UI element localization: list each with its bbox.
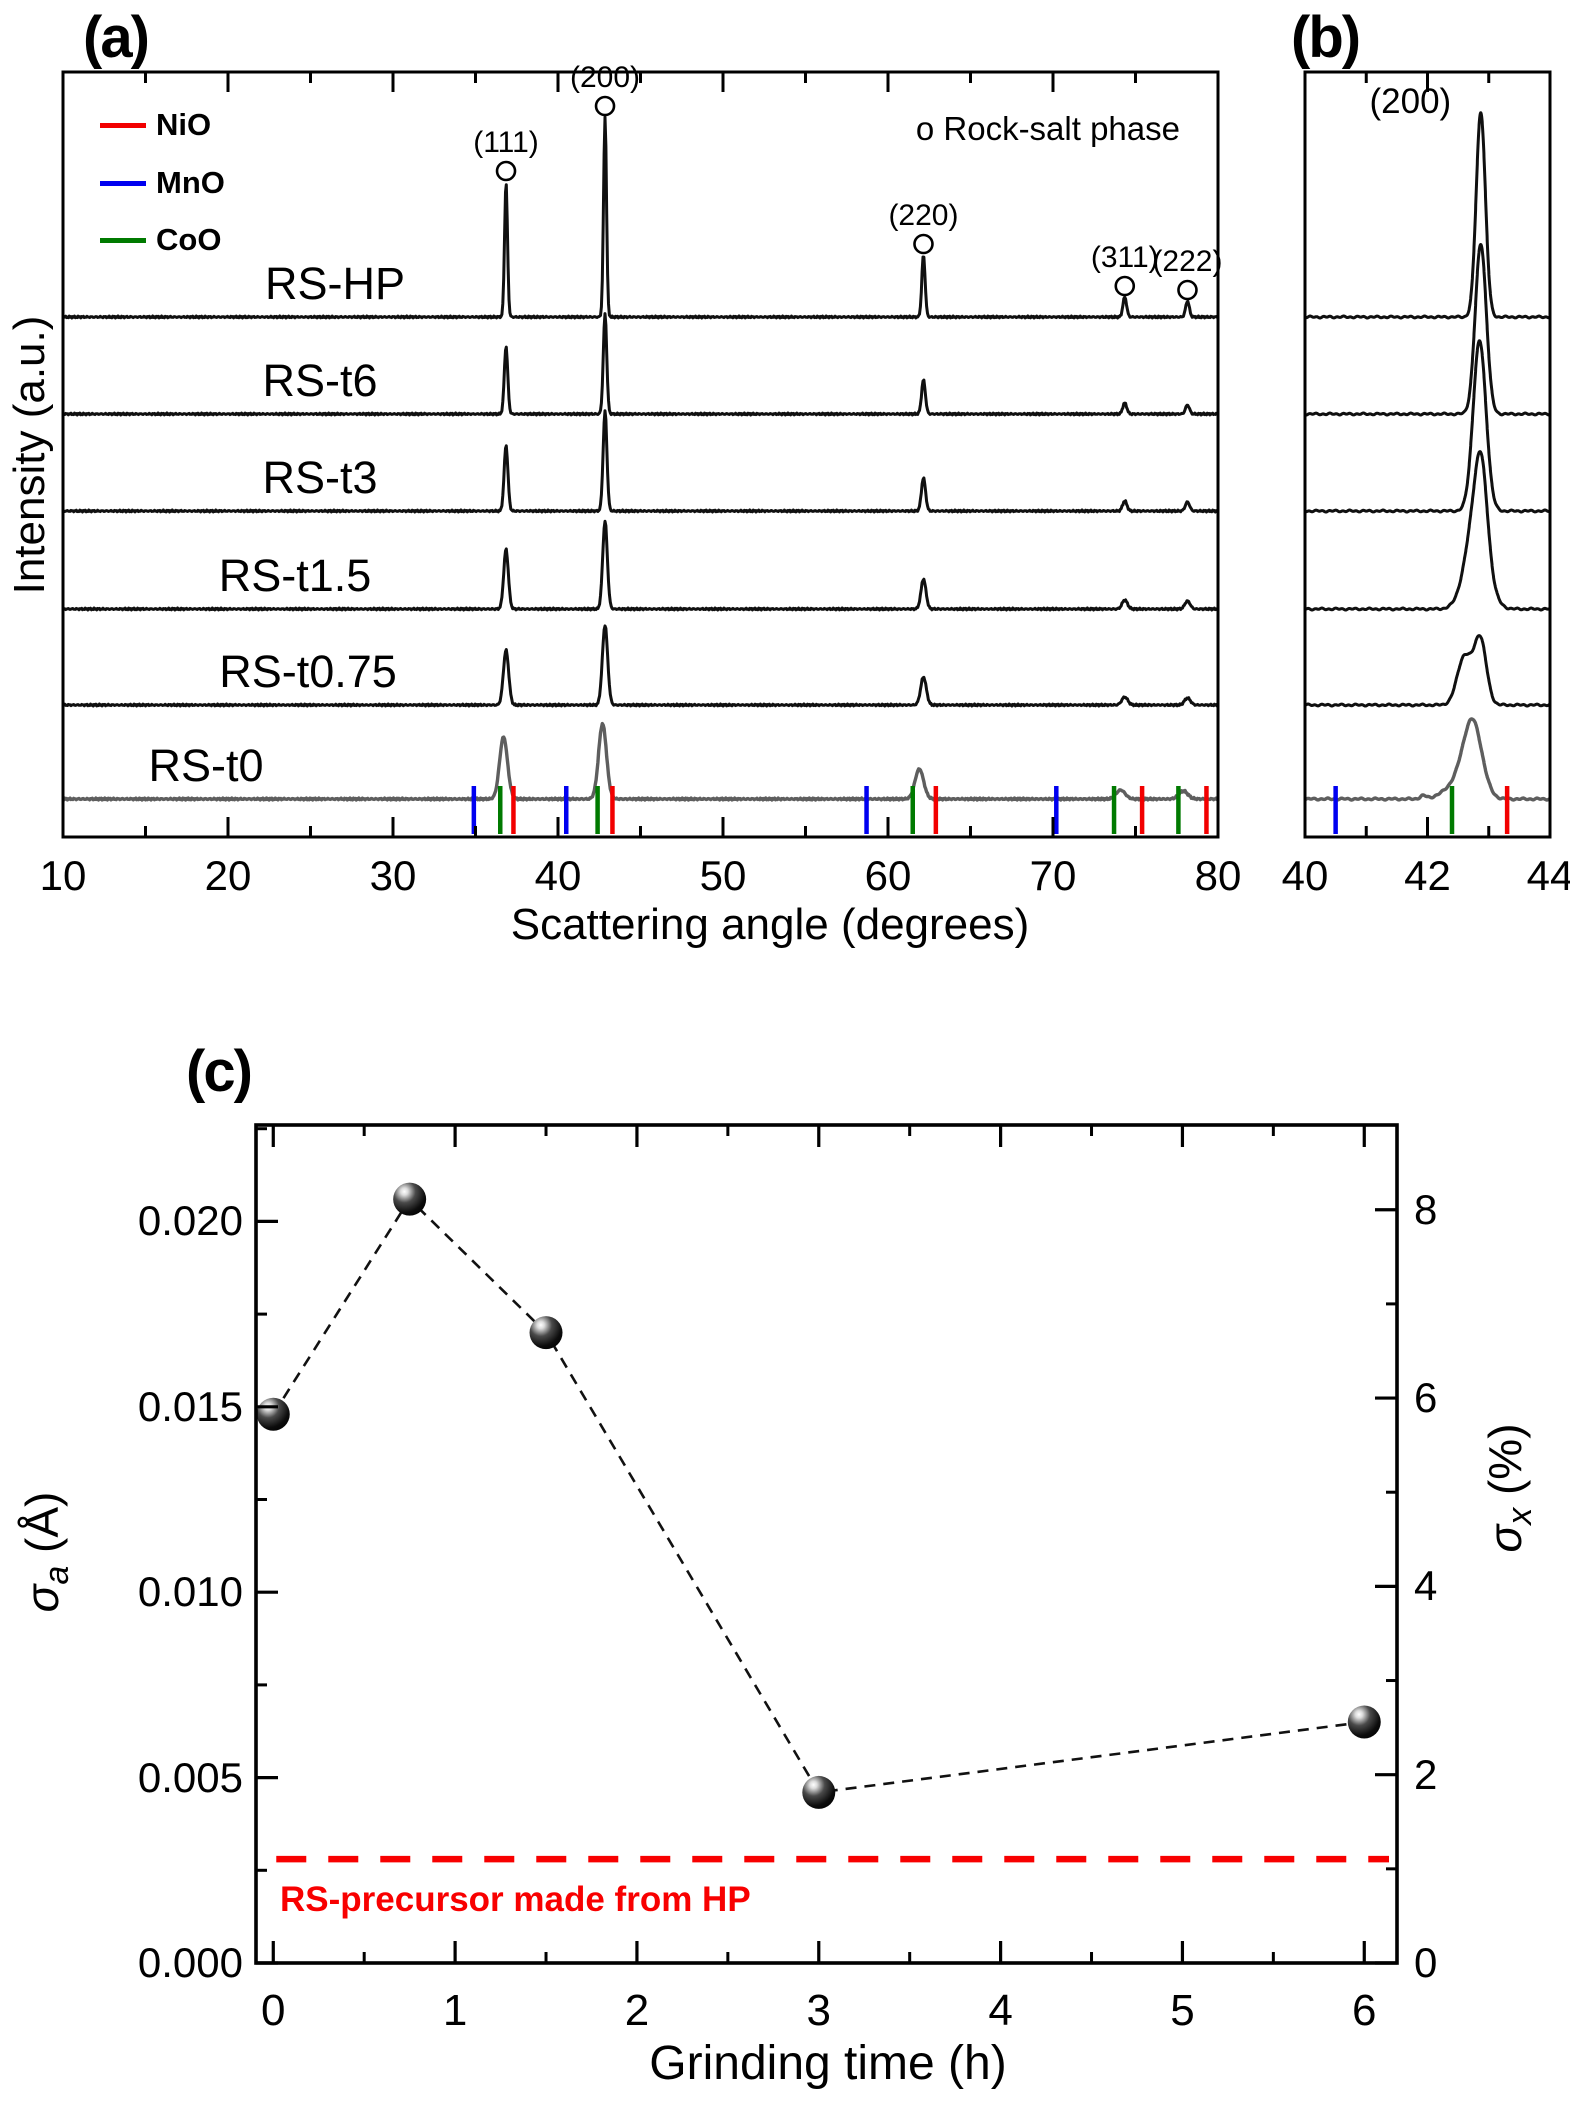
y-left-tick-label: 0.020: [137, 1197, 243, 1245]
x-tick-label: 0: [261, 1986, 286, 2035]
xrd-curve-RS-t3: [62, 409, 1220, 514]
legend-label: CoO: [156, 222, 222, 257]
xrd-curve-RS-t1.5: [1303, 450, 1552, 612]
x-tick-label: 20: [204, 852, 252, 899]
legend-item-coo: CoO: [100, 222, 222, 257]
xrd-curve-RS-t1.5: [62, 519, 1220, 612]
xrd-curve-RS-t0: [1303, 717, 1552, 802]
coo-line-swatch: [100, 237, 146, 243]
curve-label-RS-t1.5: RS-t1.5: [218, 550, 372, 601]
x-tick-label: 1: [442, 1986, 468, 2035]
x-tick-label: 70: [1029, 852, 1077, 899]
peak-annotation: (220): [888, 199, 959, 232]
x-tick-label: 40: [534, 852, 582, 899]
x-tick-label: 3: [806, 1986, 832, 2035]
y-right-tick-label: 8: [1414, 1185, 1438, 1233]
ref-line-caption: RS-precursor made from HP: [280, 1880, 751, 1919]
xrd-curve-RS-t3: [1303, 339, 1552, 514]
mno-line-swatch: [100, 180, 146, 186]
panel-c-label: (c): [186, 1039, 253, 1104]
y-right-tick-label: 4: [1414, 1562, 1438, 1610]
peak-annotation: (222): [1152, 245, 1223, 278]
rock-salt-peak-marker: [1177, 279, 1198, 301]
xrd-curve-RS-t0.75: [62, 624, 1220, 708]
plot-frame: [1303, 70, 1552, 839]
rock-salt-peak-marker: [495, 160, 517, 182]
xrd-curve-RS-t0: [61, 721, 1219, 802]
y-right-tick-label: 0: [1414, 1939, 1438, 1986]
xrd-curve-RS-HP: [1303, 111, 1552, 320]
curve-label-RS-t0: RS-t0: [148, 740, 264, 791]
legend-item-mno: MnO: [100, 165, 225, 200]
xrd-curve-RS-t6: [62, 312, 1219, 417]
panel-c-left-axis-title: σa (Å): [15, 1492, 77, 1613]
xrd-curve-RS-HP: [61, 115, 1219, 320]
y-right-tick-label: 6: [1414, 1374, 1438, 1422]
panel-a-y-axis-title: Intensity (a.u.): [5, 315, 54, 595]
x-tick-label: 30: [369, 852, 417, 899]
x-tick-label: 10: [39, 852, 87, 899]
data-point-sphere: [529, 1316, 563, 1350]
legend-label: NiO: [156, 107, 212, 142]
peak-annotation: (200): [1369, 82, 1452, 121]
legend-item-nio: NiO: [100, 107, 212, 142]
x-tick-label: 4: [988, 1986, 1013, 2035]
y-left-tick-label: 0.015: [137, 1382, 243, 1430]
panel-a-x-axis-title: Scattering angle (degrees): [510, 900, 1030, 949]
data-point-sphere: [393, 1182, 427, 1216]
plot-frame: [61, 70, 1220, 839]
panel-b-label: (b): [1291, 5, 1361, 70]
curve-label-RS-t6: RS-t6: [262, 355, 378, 406]
x-tick-label: 80: [1194, 852, 1242, 899]
x-tick-label: 50: [699, 852, 747, 899]
y-left-tick-label: 0.000: [137, 1939, 243, 1986]
peak-annotation: (200): [569, 61, 641, 94]
x-tick-label: 42: [1404, 852, 1451, 899]
y-left-tick-label: 0.005: [137, 1753, 243, 1801]
panel-c-x-axis-title: Grinding time (h): [649, 2037, 1007, 2090]
rock-salt-note: o Rock-salt phase: [915, 110, 1180, 147]
xrd-curve-RS-t6: [1303, 243, 1552, 417]
panel-c-right-axis-title: σx (%): [1478, 1423, 1540, 1552]
curve-label-RS-t3: RS-t3: [262, 452, 378, 503]
legend-label: MnO: [156, 165, 225, 200]
rock-salt-peak-marker: [913, 233, 934, 255]
x-tick-label: 6: [1352, 1986, 1377, 2035]
rock-salt-peak-marker: [594, 95, 616, 117]
y-left-tick-label: 0.010: [137, 1568, 243, 1616]
x-tick-label: 40: [1281, 852, 1329, 899]
x-tick-label: 5: [1170, 1986, 1195, 2035]
rock-salt-peak-marker: [1114, 275, 1136, 297]
y-right-tick-label: 2: [1414, 1750, 1438, 1798]
sigma-a-unit: (Å): [15, 1491, 68, 1553]
curve-label-RS-HP: RS-HP: [264, 258, 406, 309]
peak-annotation: (311): [1090, 241, 1159, 274]
sigma-x-unit: (%): [1478, 1423, 1531, 1496]
x-tick-label: 60: [864, 852, 912, 899]
x-tick-label: 2: [624, 1986, 650, 2035]
data-point-sphere: [256, 1397, 290, 1431]
xrd-curve-RS-t0.75: [1303, 634, 1552, 708]
peak-annotation: (111): [473, 126, 539, 159]
data-point-sphere: [802, 1775, 836, 1809]
data-connector-line: [272, 1197, 1365, 1794]
sigma-x-symbol: σ: [1478, 1524, 1531, 1553]
data-point-sphere: [1347, 1705, 1381, 1739]
nio-line-swatch: [100, 122, 146, 128]
x-tick-label: 44: [1526, 852, 1570, 899]
sigma-a-symbol: σ: [15, 1584, 68, 1613]
sigma-a-subscript: a: [38, 1565, 77, 1585]
plot-frame: [254, 1123, 1399, 1965]
panel-a-label: (a): [83, 5, 150, 70]
curve-label-RS-t0.75: RS-t0.75: [219, 646, 397, 697]
sigma-x-subscript: x: [1501, 1507, 1540, 1525]
